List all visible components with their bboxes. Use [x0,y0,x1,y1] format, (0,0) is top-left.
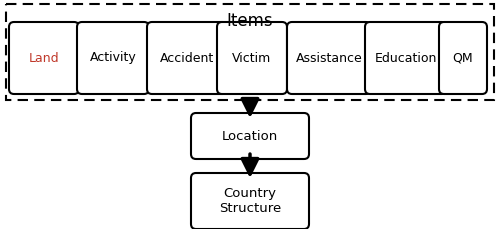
Text: Victim: Victim [232,52,272,65]
FancyBboxPatch shape [9,22,79,94]
Text: Land: Land [28,52,60,65]
FancyBboxPatch shape [191,173,309,229]
Text: QM: QM [452,52,473,65]
Text: Assistance: Assistance [296,52,362,65]
Text: Items: Items [226,12,274,30]
FancyBboxPatch shape [191,113,309,159]
FancyBboxPatch shape [365,22,447,94]
Text: Activity: Activity [90,52,136,65]
Text: Location: Location [222,130,278,142]
FancyBboxPatch shape [287,22,371,94]
FancyBboxPatch shape [217,22,287,94]
FancyBboxPatch shape [439,22,487,94]
FancyBboxPatch shape [147,22,227,94]
Text: Education: Education [375,52,437,65]
Text: Country
Structure: Country Structure [219,187,281,215]
FancyBboxPatch shape [77,22,149,94]
Text: Accident: Accident [160,52,214,65]
